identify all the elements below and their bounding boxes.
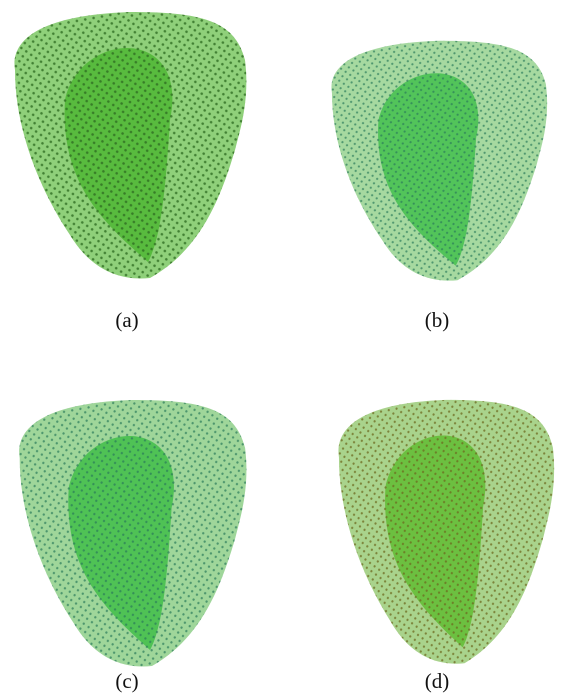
point-cloud [19, 400, 246, 666]
point-cloud [331, 41, 547, 281]
point-cloud [14, 12, 246, 278]
panel-d [338, 400, 554, 664]
panel-c [19, 400, 246, 666]
point-cloud [338, 400, 554, 664]
caption: (b) [425, 308, 450, 332]
caption: (d) [425, 669, 450, 693]
panel-b [331, 41, 547, 281]
caption: (a) [115, 308, 138, 332]
figure: (a) (b) (c) (d) [0, 0, 561, 696]
caption: (c) [115, 669, 138, 693]
panel-a [14, 12, 246, 278]
